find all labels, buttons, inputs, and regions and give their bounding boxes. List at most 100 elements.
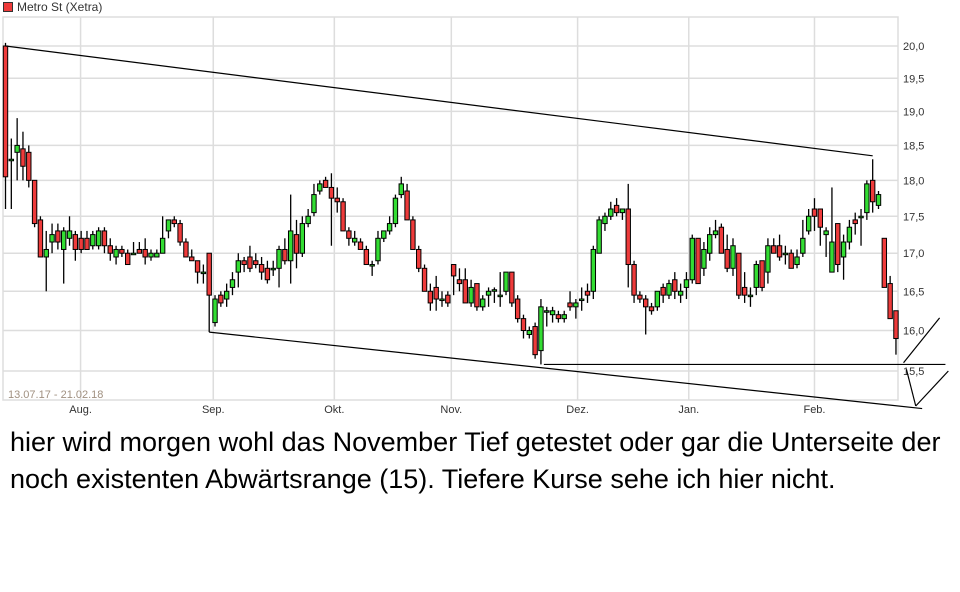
candle — [14, 118, 20, 181]
candle — [177, 219, 183, 246]
candle-body — [747, 294, 754, 298]
candle — [427, 283, 434, 311]
candle — [503, 271, 509, 296]
candle-body — [90, 234, 96, 247]
candle-body — [800, 237, 806, 254]
candle-body — [846, 226, 853, 243]
candle — [887, 275, 893, 320]
candle — [654, 290, 661, 311]
x-tick-label: Feb. — [803, 404, 825, 416]
candle — [497, 272, 503, 307]
candle-body — [561, 314, 567, 320]
candle-body — [514, 298, 521, 320]
candle-body — [811, 208, 818, 217]
candle — [736, 252, 742, 300]
candle-body — [718, 226, 725, 254]
candle — [811, 198, 818, 231]
candle-body — [247, 256, 253, 269]
legend-swatch — [3, 2, 13, 12]
candle-body — [765, 245, 771, 273]
candle — [747, 287, 754, 307]
candle — [596, 216, 602, 254]
candle-body — [95, 230, 102, 247]
candle-body — [253, 260, 259, 266]
candle — [637, 291, 643, 303]
candle-body — [270, 267, 276, 271]
candle-body — [287, 230, 294, 262]
candle — [72, 230, 79, 261]
candle — [346, 227, 352, 246]
candle-body — [125, 252, 131, 266]
candle — [381, 230, 387, 243]
candle-body — [730, 245, 736, 269]
candle — [66, 216, 73, 246]
candle — [648, 302, 655, 315]
candle — [8, 138, 15, 209]
candle — [386, 216, 393, 235]
candle-body — [858, 215, 864, 219]
candle-body — [381, 230, 387, 239]
candle-body — [311, 194, 317, 214]
candle — [218, 291, 224, 307]
candle-body — [421, 267, 428, 292]
trend-line — [903, 317, 941, 364]
candle — [724, 234, 730, 273]
candle-body — [712, 230, 719, 236]
trend-line — [905, 369, 917, 407]
candle — [90, 230, 96, 250]
candle — [677, 283, 684, 303]
candle-body — [299, 223, 306, 254]
candle — [765, 238, 771, 284]
y-tick-label: 19,0 — [903, 106, 924, 118]
candle-body — [194, 260, 201, 273]
candle — [474, 283, 480, 311]
candle — [439, 291, 445, 307]
candle-body — [805, 215, 812, 232]
candle-body — [101, 230, 108, 247]
candle — [328, 173, 335, 246]
candle-body — [584, 290, 591, 296]
candle-body — [218, 294, 224, 304]
candle-body — [14, 144, 20, 153]
candle-body — [119, 248, 125, 254]
candle — [852, 212, 858, 235]
candle — [20, 131, 26, 181]
candle — [404, 183, 410, 221]
date-range-label: 13.07.17 - 21.02.18 — [8, 389, 103, 401]
candle-body — [229, 279, 236, 288]
candle-body — [864, 183, 870, 214]
candle-body — [445, 294, 451, 304]
candle-body — [404, 190, 410, 221]
candle — [701, 242, 707, 276]
x-tick-label: Dez. — [566, 404, 589, 416]
candle — [707, 227, 713, 261]
candle-body — [666, 283, 672, 296]
candle — [584, 283, 591, 303]
candle-body — [823, 230, 829, 236]
candle-body — [776, 245, 783, 258]
candle — [84, 230, 90, 250]
candle-body — [590, 248, 597, 292]
candle — [247, 245, 253, 273]
candle-body — [468, 286, 474, 304]
candle — [875, 191, 882, 209]
candle-body — [596, 219, 602, 254]
candle-body — [503, 271, 509, 292]
candle — [287, 194, 294, 284]
candle — [846, 219, 853, 250]
candle-body — [328, 186, 335, 199]
candle-body — [538, 306, 544, 352]
candle — [567, 291, 573, 311]
candle — [311, 183, 317, 217]
candle-body — [322, 179, 329, 188]
candle-body — [544, 310, 550, 313]
candle-body — [416, 248, 422, 269]
candle — [462, 268, 468, 304]
candle-body — [625, 208, 631, 266]
candle — [893, 310, 899, 355]
candle — [357, 238, 364, 250]
candle — [194, 260, 201, 284]
candle-body — [84, 237, 90, 250]
candle — [683, 272, 690, 300]
trend-line — [915, 370, 949, 407]
